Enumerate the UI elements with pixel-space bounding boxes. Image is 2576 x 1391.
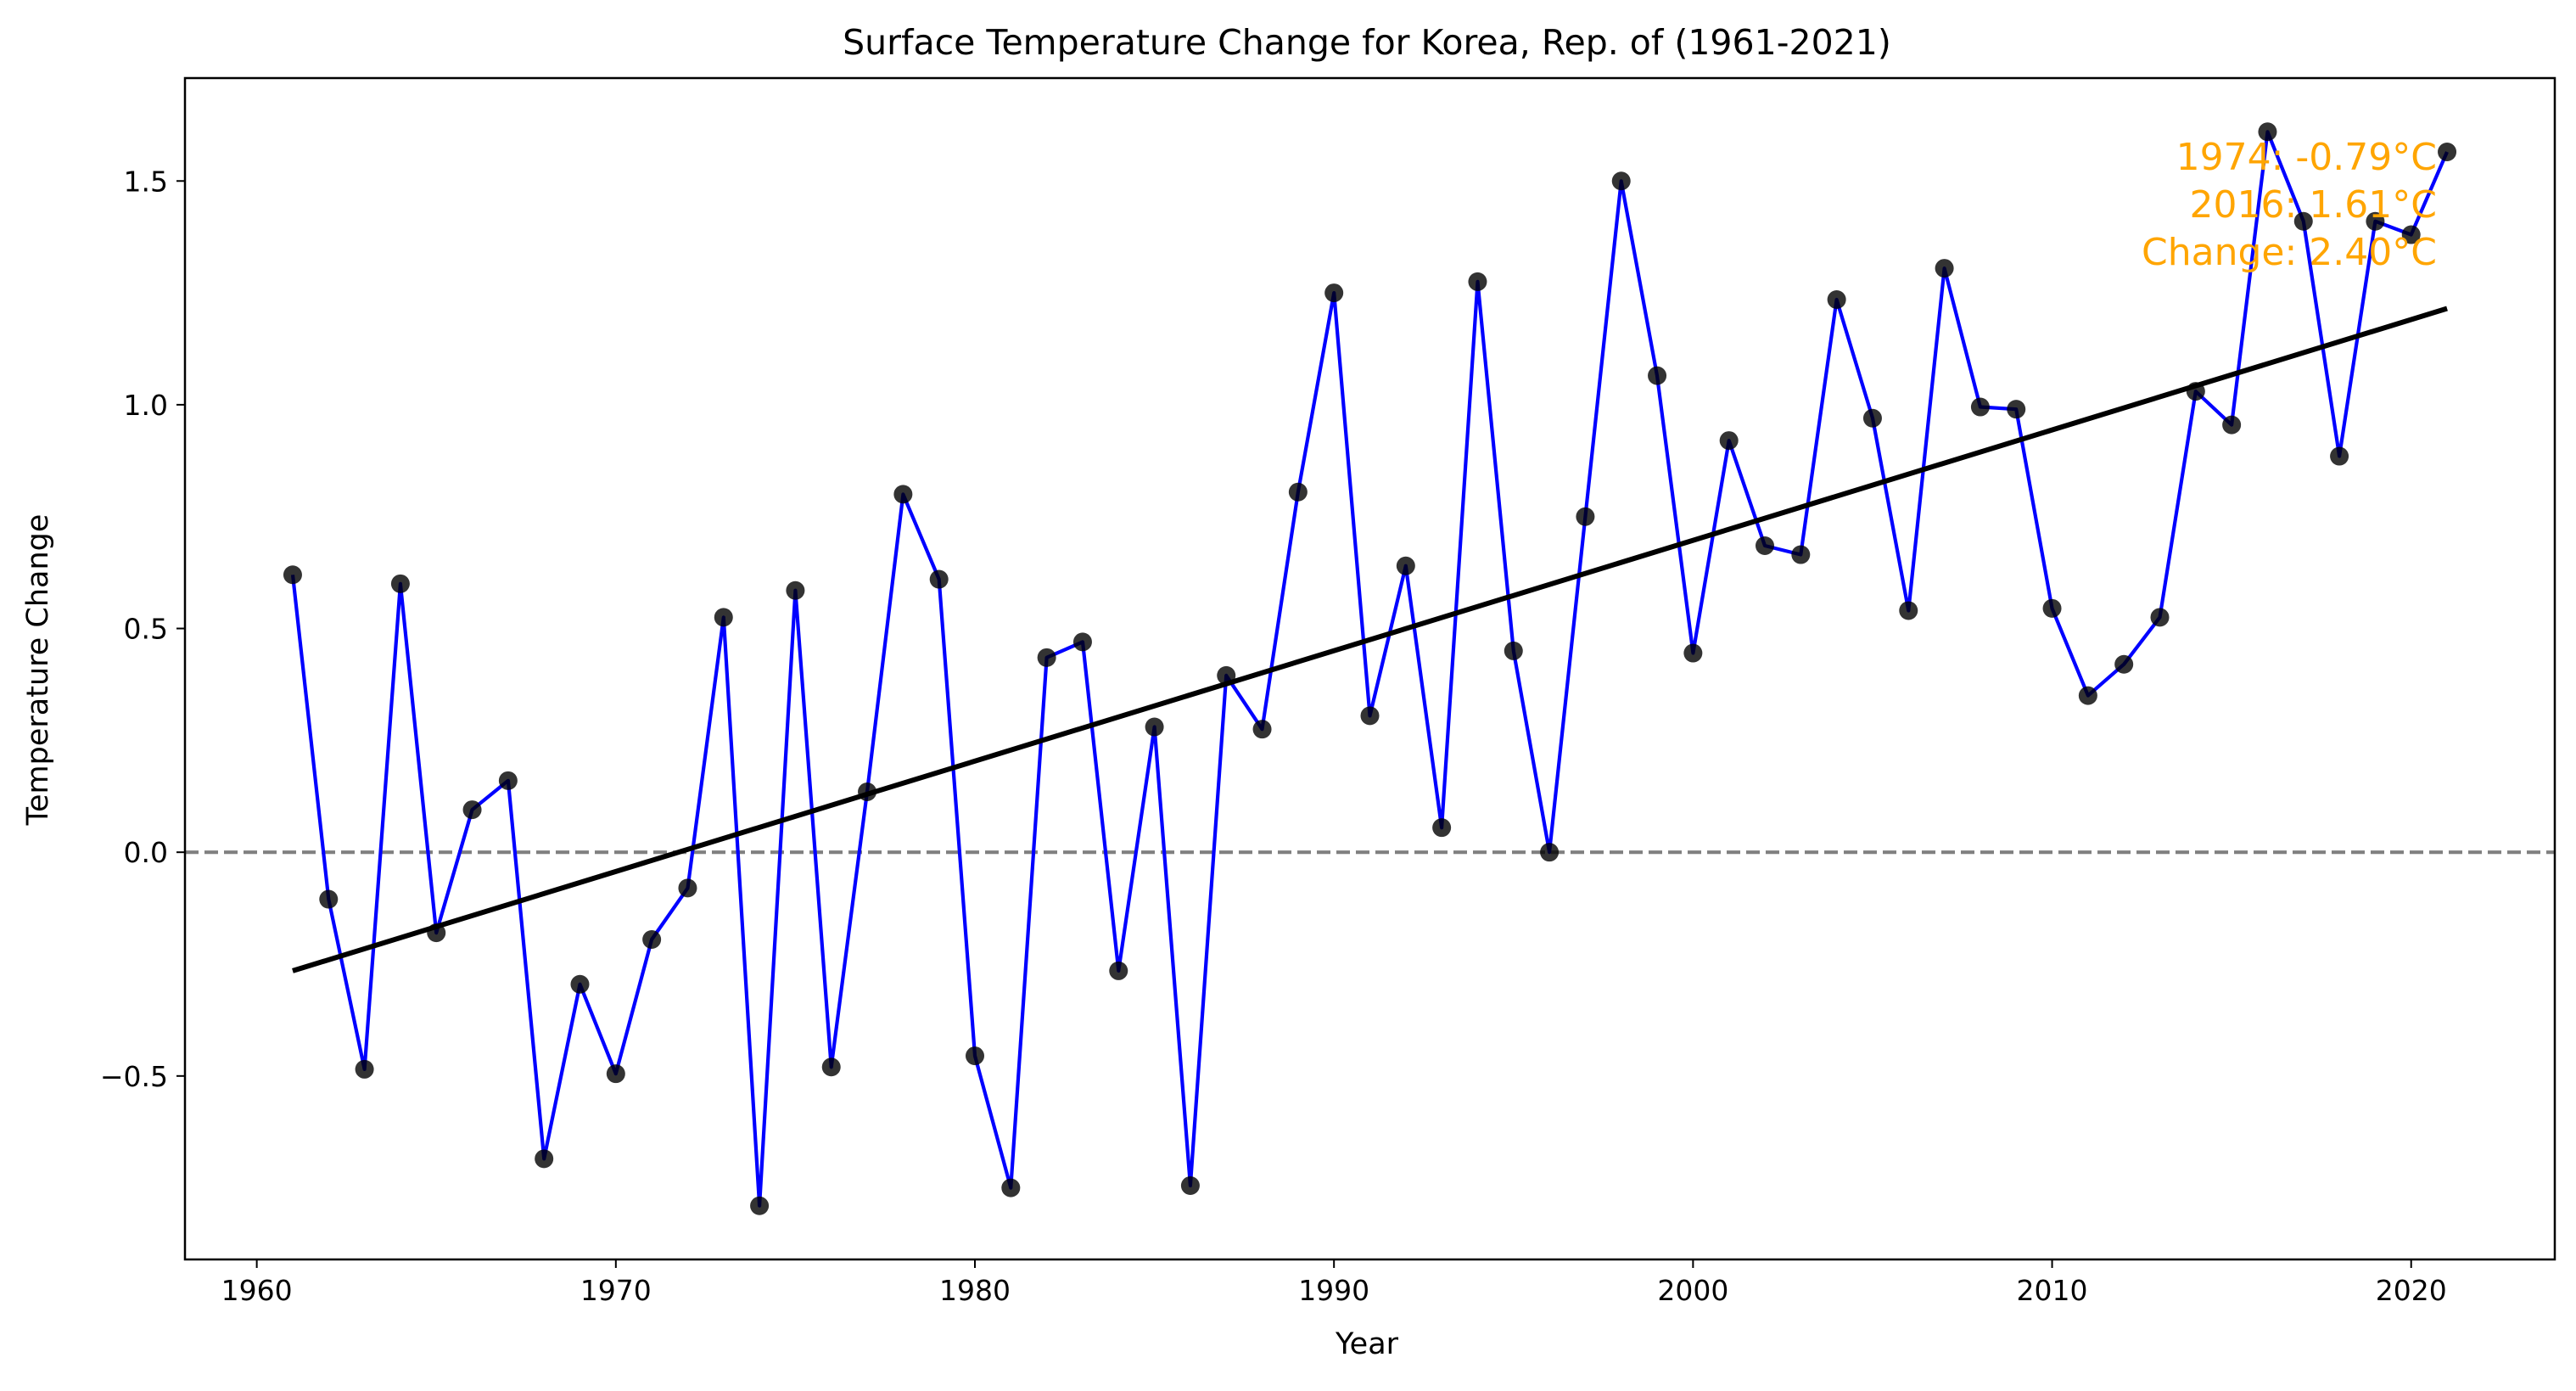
data-point-2009	[2007, 400, 2026, 419]
annotation-box: 1974: -0.79°C 2016: 1.61°C Change: 2.40°…	[2142, 136, 2437, 274]
chart-title: Surface Temperature Change for Korea, Re…	[843, 22, 1891, 63]
y-axis-label: Temperature Change	[21, 514, 55, 827]
data-point-1995	[1504, 641, 1523, 660]
data-point-1994	[1468, 272, 1487, 291]
data-point-1983	[1072, 632, 1092, 652]
trend-line	[292, 306, 2448, 973]
data-point-1980	[966, 1046, 984, 1066]
x-axis-label: Year	[1335, 1327, 1399, 1361]
x-tick-label-1980: 1980	[939, 1274, 1011, 1307]
data-point-1972	[678, 878, 697, 898]
y-tick-label-1: 0.0	[124, 836, 168, 869]
annotation-min: 1974: -0.79°C	[2176, 136, 2437, 179]
annotation-max: 2016: 1.61°C	[2190, 183, 2437, 227]
plot-frame	[183, 76, 2556, 1261]
data-point-1968	[535, 1149, 554, 1169]
data-point-2010	[2042, 598, 2062, 618]
data-point-2021	[2438, 143, 2457, 161]
annotation-change: Change: 2.40°C	[2142, 231, 2437, 274]
data-point-1969	[570, 974, 590, 994]
x-tick-label-1970: 1970	[580, 1274, 652, 1307]
data-point-2005	[1862, 408, 1882, 428]
data-point-2017	[2293, 211, 2313, 231]
data-point-2016	[2258, 122, 2277, 142]
data-point-2007	[1935, 259, 1954, 278]
data-point-1979	[929, 569, 949, 589]
data-point-1974	[750, 1196, 770, 1215]
data-point-1976	[821, 1057, 841, 1077]
data-point-1999	[1648, 366, 1667, 385]
x-tick-label-1960: 1960	[221, 1274, 293, 1307]
data-point-2002	[1756, 536, 1774, 555]
data-point-1992	[1396, 556, 1415, 575]
data-point-2011	[2078, 686, 2097, 705]
data-point-2000	[1683, 643, 1703, 663]
data-point-1966	[462, 800, 482, 820]
data-point-2012	[2114, 654, 2134, 674]
data-point-1984	[1109, 961, 1128, 980]
data-point-1998	[1611, 171, 1631, 191]
data-point-2004	[1827, 290, 1846, 309]
data-point-1963	[355, 1059, 374, 1079]
data-point-1997	[1576, 507, 1595, 526]
y-tick-label-3: 1.0	[124, 389, 168, 422]
data-point-1981	[1001, 1178, 1021, 1197]
data-point-1973	[714, 608, 733, 627]
data-point-1993	[1432, 818, 1452, 838]
data-point-1967	[498, 771, 518, 790]
x-tick-label-2000: 2000	[1657, 1274, 1728, 1307]
data-point-1990	[1324, 283, 1344, 303]
x-tick-label-1990: 1990	[1298, 1274, 1369, 1307]
data-point-1971	[642, 930, 662, 949]
data-point-1964	[390, 574, 410, 593]
x-tick-label-2010: 2010	[2017, 1274, 2088, 1307]
data-point-2019	[2366, 211, 2385, 231]
data-point-2013	[2150, 608, 2170, 627]
y-tick-label-0: −0.5	[100, 1060, 168, 1093]
data-point-2001	[1719, 431, 1739, 451]
data-point-2018	[2330, 446, 2349, 466]
y-axis: −0.5 0.0 0.5 1.0 1.5	[100, 165, 185, 1093]
data-point-2020	[2401, 225, 2421, 244]
plot-area	[185, 122, 2555, 1215]
data-point-1989	[1288, 482, 1308, 502]
y-tick-label-4: 1.5	[124, 165, 168, 198]
data-point-2015	[2222, 415, 2242, 435]
data-point-1975	[786, 581, 805, 600]
data-point-1970	[606, 1064, 625, 1084]
data-point-2006	[1899, 601, 1918, 620]
data-point-1991	[1360, 706, 1380, 726]
data-point-2003	[1791, 545, 1811, 564]
data-point-1986	[1180, 1176, 1200, 1195]
data-point-1978	[893, 485, 913, 504]
data-point-1996	[1540, 843, 1560, 862]
data-point-1982	[1037, 648, 1056, 667]
y-tick-label-2: 0.5	[124, 613, 168, 646]
data-point-2008	[1970, 397, 1990, 417]
data-point-1962	[319, 889, 339, 909]
x-tick-label-2020: 2020	[2376, 1274, 2447, 1307]
data-point-1961	[283, 565, 302, 585]
data-point-1985	[1145, 717, 1164, 737]
data-point-1988	[1252, 720, 1272, 739]
x-axis: 1960 1970 1980 1990 2000 2010 2020	[221, 1259, 2447, 1307]
